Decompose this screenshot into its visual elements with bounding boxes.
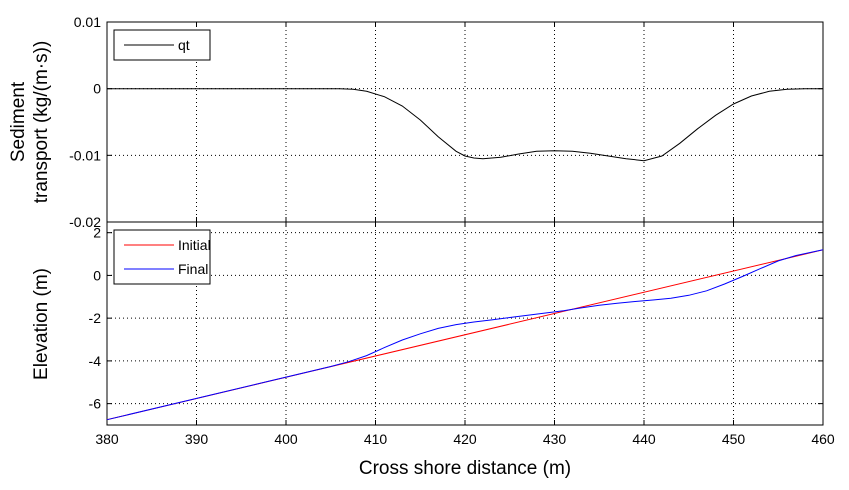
x-tick-label: 410 [364,431,388,447]
elevation-ylabel: Elevation (m) [31,268,52,380]
elevation-legend: Initial Final [113,229,211,285]
x-tick-label: 460 [811,431,835,447]
sediment-transport-ylabel-line1: Sediment [8,81,29,162]
sediment-transport-ticks: -0.02 -0.01 0 0.01 [69,14,824,230]
x-tick-label: 380 [95,431,119,447]
legend-label-initial: Initial [178,237,211,253]
legend-label-final: Final [178,261,208,277]
x-tick-label: 450 [722,431,746,447]
series-line-qt [107,88,823,162]
sediment-transport-grid [107,22,823,222]
elevation-grid [107,222,823,425]
elevation-series [106,249,824,421]
elevation-ticks: 380 390 400 410 420 430 440 450 460 -6 -4 -2 0 2 [89,222,835,447]
x-tick-label: 400 [274,431,298,447]
sediment-transport-ylabel-line2: transport (kg/(m·s)) [31,41,52,204]
y-tick-label: -4 [89,353,102,369]
y-tick-label: 2 [93,225,101,241]
legend-box [113,229,211,285]
sediment-transport-series [107,88,823,162]
x-tick-label: 430 [543,431,567,447]
series-line-final [106,249,824,421]
y-tick-label: -0.02 [69,214,101,230]
y-tick-label: 0 [93,267,101,283]
y-tick-label: -0.01 [69,147,101,163]
x-tick-label: 390 [185,431,209,447]
sediment-transport-legend: qt [113,29,211,61]
cross-shore-xlabel: Cross shore distance (m) [359,458,571,479]
y-tick-label: -2 [89,310,102,326]
sediment-transport-panel: -0.02 -0.01 0 0.01 qt Sediment transport (k… [8,14,824,230]
y-tick-label: 0 [93,81,101,97]
x-tick-label: 440 [632,431,656,447]
y-tick-label: 0.01 [74,14,101,30]
x-tick-label: 420 [453,431,477,447]
legend-label-qt: qt [178,37,190,53]
y-tick-label: -6 [89,396,102,412]
elevation-panel: 380 390 400 410 420 430 440 450 460 -6 -4 -2 0 2 Init… [31,221,835,479]
